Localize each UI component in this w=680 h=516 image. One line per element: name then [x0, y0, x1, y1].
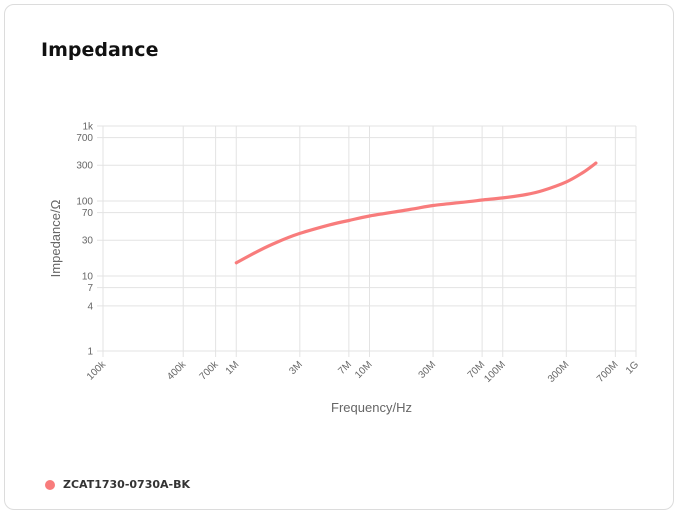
y-tick-label: 1k [82, 122, 94, 133]
x-tick-label: 700M [595, 359, 620, 384]
chart-title: Impedance [41, 39, 159, 61]
y-tick-label: 30 [82, 236, 94, 247]
x-axis-label: Frequency/Hz [331, 400, 412, 415]
x-tick-label: 100k [85, 359, 109, 383]
series-line [234, 161, 598, 265]
x-tick-label: 10M [353, 359, 375, 381]
chart-card: Impedance ZCAT1730-0730A-BK [4, 4, 674, 510]
x-tick-label: 300M [546, 359, 571, 384]
x-tick-label: 3M [287, 359, 305, 377]
x-tick-label: 1G [624, 359, 641, 376]
legend-item[interactable]: ZCAT1730-0730A-BK [45, 478, 190, 491]
legend-label: ZCAT1730-0730A-BK [63, 478, 190, 491]
x-tick-label: 1M [224, 359, 242, 377]
x-tick-label: 30M [417, 359, 439, 381]
y-tick-label: 10 [82, 272, 94, 283]
x-tick-label: 700k [198, 359, 222, 383]
y-tick-label: 7 [87, 283, 93, 294]
x-tick-label: 7M [336, 359, 354, 377]
x-tick-label: 400k [165, 359, 189, 383]
y-tick-label: 300 [76, 161, 93, 172]
x-tick-label: 100M [482, 359, 507, 384]
y-tick-label: 70 [82, 208, 94, 219]
legend-swatch [45, 479, 55, 490]
y-tick-label: 700 [76, 133, 93, 144]
y-tick-label: 4 [87, 301, 93, 312]
y-tick-label: 1 [87, 347, 93, 358]
y-axis-label: Impedance/Ω [48, 199, 63, 277]
y-tick-label: 100 [76, 197, 93, 208]
